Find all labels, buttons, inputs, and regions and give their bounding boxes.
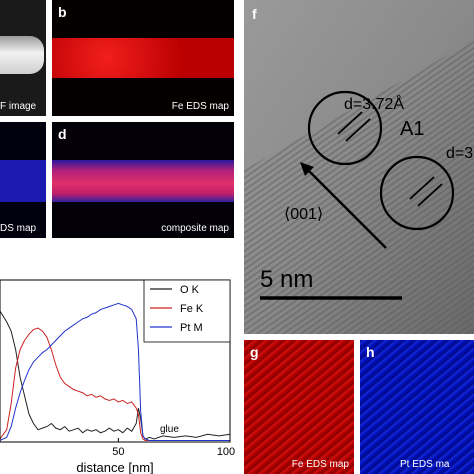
chart-legend-label-pt-m: Pt M	[180, 322, 203, 334]
region-a2-fringe-line-1	[409, 176, 435, 200]
chart-x-tick-label-50: 50	[112, 446, 124, 458]
d-spacing-label-2: d=3	[446, 145, 474, 162]
panel-d-composite-map: d composite map	[52, 122, 234, 238]
chart-series-line-fe-k	[0, 327, 230, 441]
panel-d-composite-band	[52, 160, 234, 202]
panel-g-fe-map: g Fe EDS map	[244, 340, 354, 474]
panel-c-pt-map: DS map	[0, 122, 46, 238]
panel-c-pt-band	[0, 160, 46, 202]
panel-f-lattice-fringes	[244, 40, 474, 334]
chart-ticks-group: 50 100	[112, 438, 235, 458]
panel-d-caption: composite map	[161, 223, 229, 234]
direction-arrow-head	[300, 162, 314, 176]
region-a1-circle	[307, 90, 383, 166]
panel-b-caption: Fe EDS map	[171, 101, 229, 112]
panel-f-svg	[244, 0, 474, 334]
panel-f-hrtem-image: f d=3.72Å A1 d=3 ⟨001⟩ 5 nm	[244, 0, 474, 334]
chart-plot-frame	[0, 279, 231, 443]
chart-series-line-o-k	[0, 310, 231, 440]
d-spacing-label-1: d=3.72Å	[344, 96, 405, 113]
panel-b-fe-band	[52, 38, 234, 78]
chart-legend-label-o-k: O K	[180, 284, 200, 296]
panel-d-label: d	[58, 126, 67, 142]
panel-a-caption: F image	[0, 101, 37, 112]
panel-a-image: F image	[0, 0, 46, 116]
chart-legend-label-fe-k: Fe K	[180, 303, 204, 315]
panel-h-caption: Pt EDS ma	[400, 459, 450, 470]
panel-c-caption: DS map	[0, 223, 37, 234]
eds-line-profile-chart: 50 100 distance [nm] glue O K Fe K Pt M	[0, 279, 235, 474]
region-a1-label: A1	[400, 118, 425, 140]
panel-g-caption: Fe EDS map	[291, 459, 349, 470]
chart-x-tick-label-100: 100	[217, 446, 235, 458]
chart-legend-box	[143, 279, 231, 343]
direction-arrow-shaft	[307, 169, 387, 249]
region-a2-circle	[379, 155, 455, 231]
panel-b-fe-map: b Fe EDS map	[52, 0, 234, 116]
chart-series-line-pt-m	[0, 302, 230, 441]
chart-series-group	[0, 302, 231, 441]
panel-b-label: b	[58, 4, 67, 20]
panel-a-specimen	[0, 36, 44, 74]
panel-h-pt-map: h Pt EDS ma	[360, 340, 474, 474]
chart-x-axis-label: distance [nm]	[76, 460, 153, 474]
panel-h-label: h	[366, 344, 375, 360]
scalebar-label: 5 nm	[260, 266, 314, 293]
region-a1-fringe-line-1	[337, 111, 363, 135]
region-a2-fringe-line-2	[417, 183, 443, 207]
panel-f-label: f	[252, 6, 257, 22]
region-a1-fringe-line-2	[345, 118, 371, 142]
chart-legend: O K Fe K Pt M	[143, 279, 231, 343]
direction-label: ⟨001⟩	[284, 206, 324, 223]
chart-annotation-glue: glue	[160, 424, 179, 435]
panel-g-label: g	[250, 344, 259, 360]
